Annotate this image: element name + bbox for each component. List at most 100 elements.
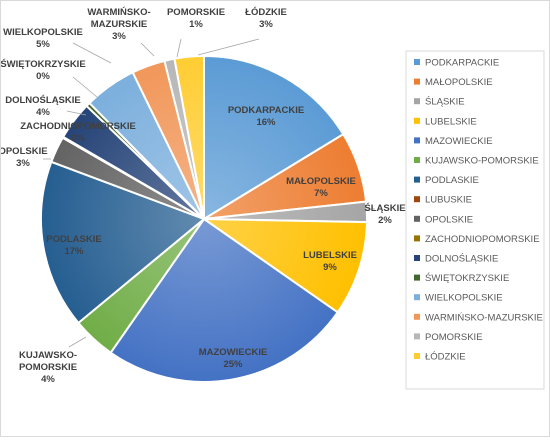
data-label-kujawsko-pomorskie: KUJAWSKO-POMORSKIE 4%	[19, 350, 77, 385]
legend-swatch	[414, 98, 420, 105]
slice-lodzkie	[173, 54, 205, 220]
legend-item-dolnoslaskie: DOLNOŚLĄSKIE	[414, 253, 498, 265]
legend-item-slaskie: ŚLĄSKIE	[414, 96, 465, 108]
data-label-name: WARMIŃSKO-	[87, 7, 150, 18]
slice-mazowieckie	[109, 217, 340, 383]
data-label-name: PODKARPACKIE	[228, 105, 304, 116]
slice-podkarpackie	[203, 54, 345, 221]
data-label-name: MAŁOPOLSKIE	[286, 176, 356, 187]
data-label-opolskie: OPOLSKIE 3%	[1, 146, 48, 169]
data-label-percent: 4%	[36, 107, 50, 118]
legend-label: MAŁOPOLSKIE	[425, 77, 493, 88]
legend-swatch	[414, 333, 420, 340]
legend-label: DOLNOŚLĄSKIE	[425, 253, 498, 265]
data-label-podlaskie: PODLASKIE 17%	[46, 234, 101, 257]
data-label-name: MAZURSKIE	[91, 19, 147, 30]
data-label-dolnoslaskie: DOLNOŚLĄSKIE 4%	[5, 94, 80, 118]
slice-podlaskie	[40, 160, 206, 325]
data-label-percent: 9%	[323, 262, 337, 273]
legend-label: ŁÓDZKIE	[425, 352, 466, 363]
legend-swatch	[414, 313, 420, 320]
data-label-name: OPOLSKIE	[1, 146, 48, 157]
legend-label: ZACHODNIOPOMORSKIE	[425, 234, 540, 245]
slice-lubelskie	[200, 217, 368, 314]
data-label-percent: 4%	[41, 374, 55, 385]
legend-item-swietokrzyskie: ŚWIĘTOKRZYSKIE	[414, 272, 509, 284]
legend-item-kujawsko-pomorskie: KUJAWSKO-POMORSKIE	[414, 156, 539, 167]
legend-item-malopolskie: MAŁOPOLSKIE	[414, 77, 493, 88]
legend-box	[405, 50, 545, 390]
legend-swatch	[414, 157, 420, 163]
legend-item-warminsko-mazurskie: WARMIŃSKO-MAZURSKIE	[414, 312, 543, 323]
legend-label: KUJAWSKO-POMORSKIE	[425, 156, 539, 167]
legend-swatch	[414, 353, 420, 359]
legend-label: ŚWIĘTOKRZYSKIE	[425, 272, 509, 284]
leader-line-wielkopolskie	[72, 42, 112, 64]
data-label-percent: 16%	[256, 117, 276, 128]
data-label-podkarpackie: PODKARPACKIE 16%	[228, 105, 304, 128]
legend-swatch	[414, 196, 420, 203]
legend-label: PODLASKIE	[425, 175, 479, 186]
legend-label: PODKARPACKIE	[425, 58, 499, 69]
data-label-name: DOLNOŚLĄSKIE	[5, 94, 80, 106]
data-label-slaskie: ŚLĄSKIE 2%	[364, 202, 405, 226]
data-label-mazowieckie: MAZOWIECKIE 25%	[199, 347, 268, 370]
legend-item-zachodniopomorskie: ZACHODNIOPOMORSKIE	[414, 234, 540, 245]
data-label-name: ŚLĄSKIE	[364, 202, 405, 214]
legend-swatch	[414, 274, 420, 281]
leader-line-warminsko-mazurskie	[140, 42, 155, 57]
data-label-percent: 17%	[64, 246, 84, 257]
data-label-name: ŚWIĘTOKRZYSKIE	[1, 58, 86, 70]
data-label-name: ŁÓDZKIE	[245, 6, 287, 18]
legend-swatch	[414, 176, 420, 183]
data-label-percent: 1%	[189, 19, 203, 30]
data-label-name: POMORSKIE	[19, 362, 77, 373]
data-label-lodzkie: ŁÓDZKIE 3%	[245, 6, 287, 30]
legend-item-lubuskie: LUBUSKIE	[414, 195, 472, 206]
leader-line-lodzkie	[197, 38, 260, 56]
data-label-wielkopolskie: WIELKOPOLSKIE 5%	[3, 27, 83, 50]
legend-label: ŚLĄSKIE	[425, 96, 465, 108]
legend-label: OPOLSKIE	[425, 214, 473, 225]
legend-item-lubelskie: LUBELSKIE	[414, 116, 477, 127]
data-label-pomorskie: POMORSKIE 1%	[167, 7, 225, 30]
data-label-name: WIELKOPOLSKIE	[3, 27, 83, 38]
data-label-percent: 3%	[112, 31, 126, 42]
data-label-lubelskie: LUBELSKIE 9%	[303, 250, 357, 273]
legend-item-pomorskie: POMORSKIE	[414, 332, 483, 343]
data-label-malopolskie: MAŁOPOLSKIE 7%	[286, 176, 356, 199]
data-label-percent: 0%	[71, 133, 85, 144]
data-label-name: ZACHODNIOPOMORSKIE	[20, 121, 136, 132]
leader-line-kujawsko-pomorskie	[68, 336, 87, 348]
data-label-percent: 25%	[223, 359, 243, 370]
leader-line-pomorskie	[176, 38, 182, 58]
legend-label: WARMIŃSKO-MAZURSKIE	[425, 312, 543, 323]
legend-label: POMORSKIE	[425, 332, 483, 343]
legend-swatch	[414, 137, 420, 144]
legend-swatch	[414, 235, 420, 242]
data-label-name: MAZOWIECKIE	[199, 347, 268, 358]
data-label-name: LUBELSKIE	[303, 250, 357, 261]
legend-swatch	[414, 78, 420, 85]
data-label-percent: 7%	[314, 188, 328, 199]
data-label-percent: 2%	[378, 215, 392, 226]
legend-item-lodzkie: ŁÓDZKIE	[414, 352, 466, 363]
legend-swatch	[414, 255, 420, 261]
legend-item-mazowieckie: MAZOWIECKIE	[414, 136, 493, 147]
data-label-name: PODLASKIE	[46, 234, 101, 245]
legend-label: MAZOWIECKIE	[425, 136, 493, 147]
data-label-percent: 5%	[36, 39, 50, 50]
legend-item-podlaskie: PODLASKIE	[414, 175, 479, 186]
leader-line-dolnoslaskie	[66, 110, 87, 116]
leader-line-swietokrzyskie	[72, 76, 98, 98]
legend-item-wielkopolskie: WIELKOPOLSKIE	[414, 293, 503, 304]
data-label-percent: 3%	[259, 19, 273, 30]
legend-item-opolskie: OPOLSKIE	[414, 214, 473, 225]
legend-label: LUBUSKIE	[425, 195, 472, 206]
legend-swatch	[414, 215, 420, 222]
data-label-swietokrzyskie: ŚWIĘTOKRZYSKIE 0%	[1, 58, 86, 82]
data-label-percent: 3%	[16, 158, 30, 169]
legend-swatch	[414, 59, 420, 65]
